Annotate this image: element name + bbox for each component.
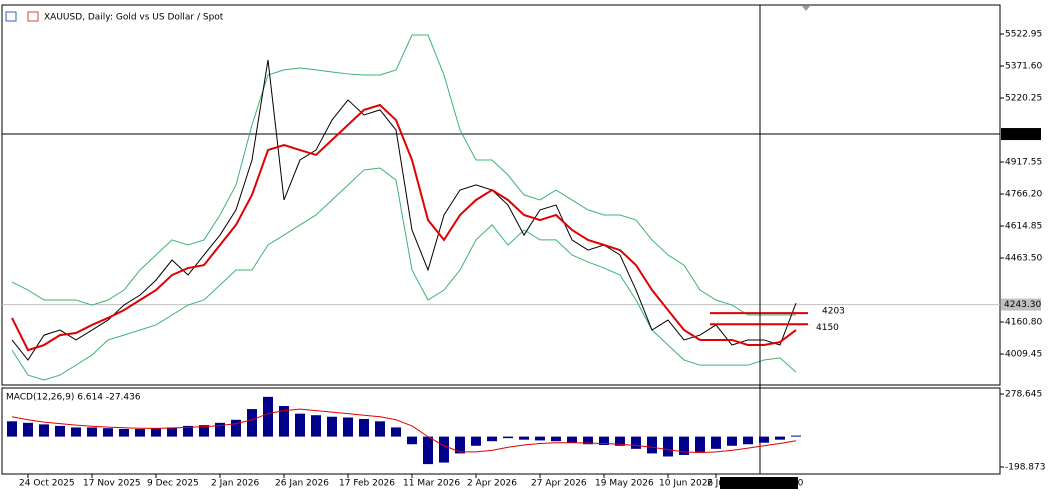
x-tick-label: 27 Apr 2026 bbox=[531, 479, 587, 489]
macd-bar bbox=[215, 422, 225, 437]
macd-bar bbox=[695, 436, 705, 452]
macd-bar bbox=[487, 436, 497, 442]
price-label-box bbox=[1001, 298, 1041, 311]
macd-bar bbox=[743, 436, 753, 445]
macd-bar bbox=[135, 428, 145, 437]
x-tick-label: 11 Mar 2026 bbox=[403, 479, 460, 489]
macd-bar bbox=[567, 436, 577, 443]
macd-bar bbox=[535, 436, 545, 441]
macd-bar bbox=[263, 396, 273, 437]
macd-bar bbox=[631, 436, 641, 449]
macd-bar bbox=[599, 436, 609, 446]
macd-bar bbox=[183, 425, 193, 437]
icon[interactable] bbox=[27, 11, 39, 22]
macd-bar bbox=[711, 436, 721, 449]
x-tick-label: 24 Oct 2025 bbox=[19, 479, 75, 489]
x-tick-label: 26 Jan 2026 bbox=[275, 479, 329, 489]
macd-bar bbox=[343, 417, 353, 437]
price-panel bbox=[1, 4, 1001, 386]
level-label: 4150 bbox=[816, 323, 839, 333]
macd-title: MACD(12,26,9) 6.614 -27.436 bbox=[6, 393, 141, 403]
macd-bar bbox=[119, 428, 129, 437]
macd-bar bbox=[231, 419, 241, 437]
macd-bar bbox=[439, 436, 449, 463]
y-tick-label: 4766.20 bbox=[1005, 190, 1042, 200]
macd-bar bbox=[503, 436, 513, 439]
price-line bbox=[11, 103, 797, 352]
icon[interactable] bbox=[5, 11, 17, 22]
macd-bar bbox=[375, 421, 385, 437]
macd-bar bbox=[23, 422, 33, 437]
macd-bar bbox=[775, 436, 785, 440]
price-label-box bbox=[1001, 128, 1041, 141]
y-tick-label: 278.645 bbox=[1005, 390, 1042, 400]
y-tick-label: 5220.25 bbox=[1005, 93, 1042, 103]
signal-line bbox=[11, 408, 797, 454]
chart-title: XAUUSD, Daily: Gold vs US Dollar / Spot bbox=[44, 13, 224, 23]
y-tick-label: -198.873 bbox=[1005, 463, 1045, 473]
plot-layer: 5522.95 5371.60 5220.25 4917.55 4766.20 4614.… bbox=[2, 5, 1045, 489]
y-tick-label: 5371.60 bbox=[1005, 61, 1042, 71]
price-line bbox=[11, 167, 797, 381]
x-tick-label: 10 Jun 2026 bbox=[659, 479, 713, 489]
macd-bar bbox=[407, 436, 417, 445]
macd-bar bbox=[295, 413, 305, 437]
y-tick-label: 4463.50 bbox=[1005, 254, 1042, 264]
macd-bar bbox=[423, 436, 433, 465]
price-label: 4243.30 bbox=[1004, 300, 1041, 310]
macd-bar bbox=[87, 427, 97, 437]
macd-bar bbox=[199, 425, 209, 437]
cursor-label-box bbox=[720, 477, 798, 489]
level-label: 4203 bbox=[822, 307, 845, 317]
y-tick-label: 4917.55 bbox=[1005, 158, 1042, 168]
y-tick-label: 4009.45 bbox=[1005, 350, 1042, 360]
macd-bar bbox=[391, 427, 401, 437]
macd-bar bbox=[103, 428, 113, 437]
macd-bar bbox=[551, 436, 561, 442]
macd-bar bbox=[583, 436, 593, 445]
macd-bar bbox=[359, 419, 369, 437]
macd-bar bbox=[519, 436, 529, 440]
price-line bbox=[11, 59, 797, 361]
macd-bar bbox=[615, 436, 625, 446]
macd-bar bbox=[311, 415, 321, 437]
macd-panel bbox=[1, 387, 1001, 475]
macd-bar bbox=[167, 427, 177, 437]
x-tick-label: 2 Jan 2026 bbox=[211, 479, 259, 489]
price-line bbox=[11, 34, 796, 316]
macd-bar bbox=[327, 416, 337, 437]
y-tick-label: 4614.85 bbox=[1005, 222, 1042, 232]
macd-bar bbox=[39, 424, 49, 437]
macd-bar bbox=[455, 436, 465, 454]
x-tick-label: 9 Dec 2025 bbox=[147, 479, 199, 489]
macd-bar bbox=[151, 428, 161, 437]
y-tick-label: 4160.80 bbox=[1005, 318, 1042, 328]
macd-bar bbox=[663, 436, 673, 457]
macd-bar bbox=[471, 436, 481, 446]
macd-bar bbox=[55, 425, 65, 437]
macd-bar bbox=[791, 435, 801, 437]
macd-bar bbox=[727, 436, 737, 446]
macd-bar bbox=[7, 421, 17, 437]
macd-bar bbox=[279, 406, 289, 437]
x-tick-label: 2 Apr 2026 bbox=[467, 479, 517, 489]
x-tick-label: 19 May 2026 bbox=[595, 479, 654, 489]
x-tick-label: 17 Nov 2025 bbox=[83, 479, 141, 489]
price-label: 5049.73 bbox=[1004, 130, 1041, 140]
macd-bar bbox=[647, 436, 657, 454]
macd-bar bbox=[71, 427, 81, 437]
macd-bar bbox=[759, 436, 769, 443]
macd-bar bbox=[679, 436, 689, 455]
cursor-label: 2026.07.21 00:00 bbox=[723, 479, 804, 489]
macd-bar bbox=[247, 409, 257, 437]
y-tick-label: 5522.95 bbox=[1005, 29, 1042, 39]
x-tick-label: 17 Feb 2026 bbox=[339, 479, 395, 489]
shift-marker bbox=[802, 6, 810, 11]
